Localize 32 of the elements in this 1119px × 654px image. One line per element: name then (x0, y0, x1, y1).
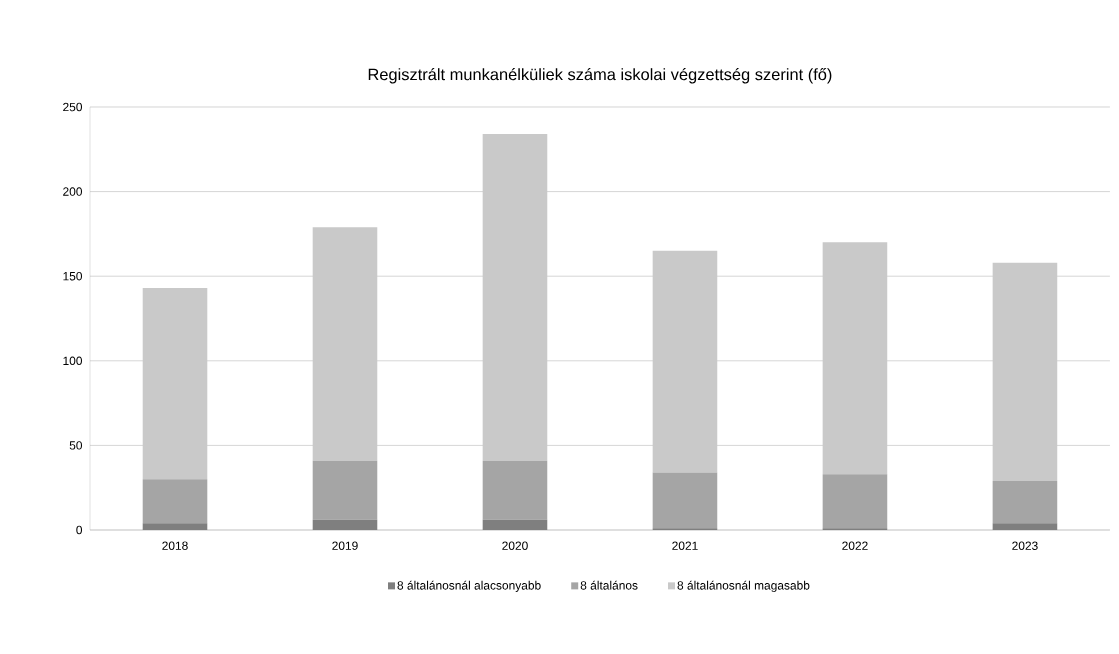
bar (652, 250, 718, 473)
x-tick-label: 2020 (502, 541, 528, 550)
y-tick-label: 150 (63, 271, 83, 281)
bar (652, 472, 718, 529)
legend-label: 8 általánosnál alacsonyabb (397, 580, 541, 592)
bar (822, 242, 888, 475)
bar (142, 523, 208, 530)
x-tick-label: 2018 (162, 541, 188, 550)
x-tick-label: 2022 (842, 541, 868, 550)
bar (312, 460, 378, 520)
bar (482, 519, 548, 530)
bar (992, 523, 1058, 530)
bar (992, 480, 1058, 524)
bar (312, 519, 378, 530)
y-tick-label: 0 (76, 525, 83, 535)
bar (142, 479, 208, 524)
bar (822, 474, 888, 529)
bar (482, 134, 548, 461)
y-tick-label: 50 (69, 441, 83, 450)
bar (482, 460, 548, 520)
bar (992, 262, 1058, 481)
y-tick-label: 250 (63, 102, 83, 112)
x-tick-label: 2023 (1012, 541, 1038, 550)
x-tick-label: 2021 (672, 541, 698, 550)
legend-label: 8 általánosnál magasabb (677, 580, 810, 592)
chart-title: Regisztrált munkanélküliek száma iskolai végzettség szerint (fő) (368, 67, 832, 84)
x-tick-label: 2019 (332, 541, 358, 550)
bar (142, 288, 208, 480)
bar (312, 227, 378, 461)
y-tick-label: 200 (63, 187, 83, 196)
y-tick-label: 100 (63, 356, 83, 366)
legend-label: 8 általános (580, 580, 638, 590)
